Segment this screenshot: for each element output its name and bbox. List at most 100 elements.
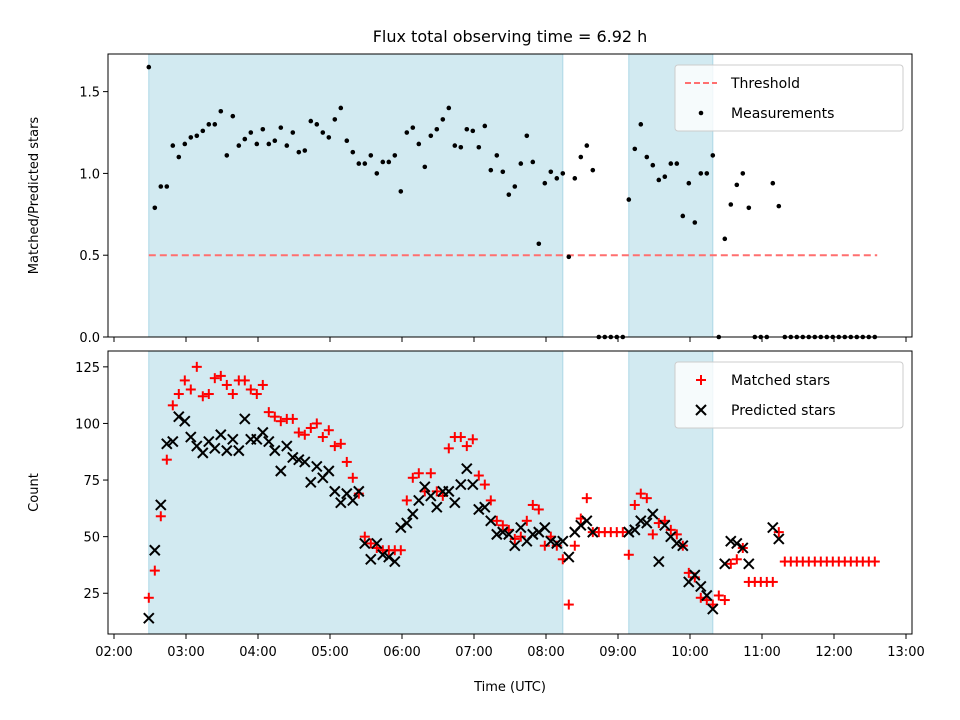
measurement-point — [152, 205, 158, 211]
legend-threshold-label: Threshold — [730, 76, 800, 92]
legend-matched-label: Matched stars — [731, 373, 830, 389]
measurement-point — [212, 122, 218, 127]
measurement-point — [230, 113, 236, 119]
measurement-point — [398, 189, 404, 194]
predicted-star-point — [473, 503, 485, 516]
matched-star-point — [401, 495, 412, 506]
measurement-point — [722, 236, 728, 242]
matched-star-point — [293, 427, 304, 438]
matched-star-point — [149, 565, 160, 576]
predicted-star-point — [215, 429, 227, 441]
matched-star-point — [515, 531, 526, 542]
measurement-point — [146, 64, 152, 70]
measurement-point — [434, 126, 440, 132]
matched-star-point — [359, 531, 370, 542]
predicted-star-point — [281, 440, 293, 452]
predicted-star-point — [575, 519, 587, 532]
y-tick-label: 125 — [75, 361, 100, 376]
measurement-point — [584, 143, 590, 148]
y-tick-label: 50 — [83, 531, 100, 546]
measurement-point — [494, 153, 500, 158]
predicted-star-point — [581, 515, 593, 527]
matched-star-point — [191, 361, 202, 372]
measurement-point — [560, 171, 566, 176]
ratio-panel-frame — [107, 53, 913, 338]
predicted-star-point — [347, 494, 359, 507]
shaded-interval-0 — [148, 350, 564, 635]
measurement-point — [734, 182, 740, 188]
matched-star-point — [185, 384, 196, 395]
measurement-point — [554, 176, 560, 181]
predicted-star-point — [731, 537, 743, 550]
measurement-point — [440, 117, 446, 122]
measurement-point — [776, 203, 782, 209]
legend-measurements-swatch — [698, 110, 704, 116]
predicted-star-point — [653, 555, 665, 568]
measurement-point — [698, 171, 704, 176]
matched-star-point — [467, 434, 478, 445]
matched-star-point — [491, 515, 502, 526]
measurement-point — [482, 123, 488, 129]
matched-star-point — [287, 413, 298, 424]
ratio-panel-x-ticks — [113, 337, 907, 342]
predicted-star-point — [647, 508, 659, 520]
x-tick-label: 07:00 — [455, 645, 492, 660]
ratio-panel: 0.0 0.5 1.0 1.5 Flux total observing time =… — [27, 27, 913, 346]
measurement-point — [236, 143, 242, 148]
measurement-point — [638, 122, 644, 127]
x-tick-label: 09:00 — [599, 645, 636, 660]
measurement-point — [350, 149, 356, 155]
predicted-star-point — [479, 501, 491, 513]
measurement-point — [692, 220, 698, 225]
predicted-star-point — [239, 413, 251, 425]
matched-star-point — [461, 441, 472, 452]
measurement-point — [710, 153, 716, 158]
predicted-star-point — [149, 544, 161, 556]
predicted-star-point — [233, 444, 245, 457]
matched-star-point — [245, 384, 256, 395]
matched-star-point — [197, 391, 208, 402]
measurement-point — [536, 241, 542, 247]
predicted-star-point — [491, 528, 503, 541]
matched-star-point — [623, 549, 634, 560]
matched-star-point — [485, 495, 496, 506]
matched-star-point — [443, 443, 454, 454]
ratio-legend: Threshold Measurements — [674, 64, 904, 132]
measurement-point — [464, 126, 470, 132]
y-tick-label: 0.0 — [79, 331, 100, 346]
measurement-point — [518, 161, 524, 166]
predicted-star-point — [353, 485, 365, 498]
measurement-point — [266, 141, 272, 147]
measurement-point — [746, 205, 752, 211]
ratio-panel-y-ticks: 0.0 0.5 1.0 1.5 — [79, 86, 108, 346]
predicted-star-point — [395, 521, 407, 534]
predicted-star-point — [383, 551, 395, 563]
matched-star-point — [647, 529, 658, 540]
matched-star-point — [731, 554, 742, 565]
time-x-axis-label: Time (UTC) — [473, 680, 546, 695]
predicted-star-point — [335, 496, 347, 509]
predicted-star-point — [323, 465, 335, 477]
predicted-star-point — [773, 533, 785, 545]
x-tick-label: 02:00 — [95, 645, 132, 660]
predicted-star-point — [377, 549, 389, 561]
y-tick-label: 25 — [83, 587, 100, 602]
predicted-star-point — [725, 535, 737, 547]
measurement-point — [254, 141, 260, 147]
x-tick-label: 13:00 — [887, 645, 924, 660]
matched-star-point — [407, 472, 418, 483]
matched-star-point — [767, 576, 778, 587]
predicted-star-point — [485, 515, 497, 527]
measurement-point — [344, 138, 350, 143]
count-panel-y-ticks: 25 50 75 100 125 — [75, 361, 108, 602]
y-tick-label: 75 — [83, 474, 100, 489]
measurement-point — [416, 141, 422, 147]
measurement-point — [656, 177, 662, 183]
matched-star-point — [161, 454, 172, 465]
measurement-point — [188, 135, 194, 140]
matched-star-point — [533, 504, 544, 515]
matched-star-point — [713, 590, 724, 601]
predicted-star-point — [455, 478, 467, 491]
matched-star-point — [425, 468, 436, 479]
